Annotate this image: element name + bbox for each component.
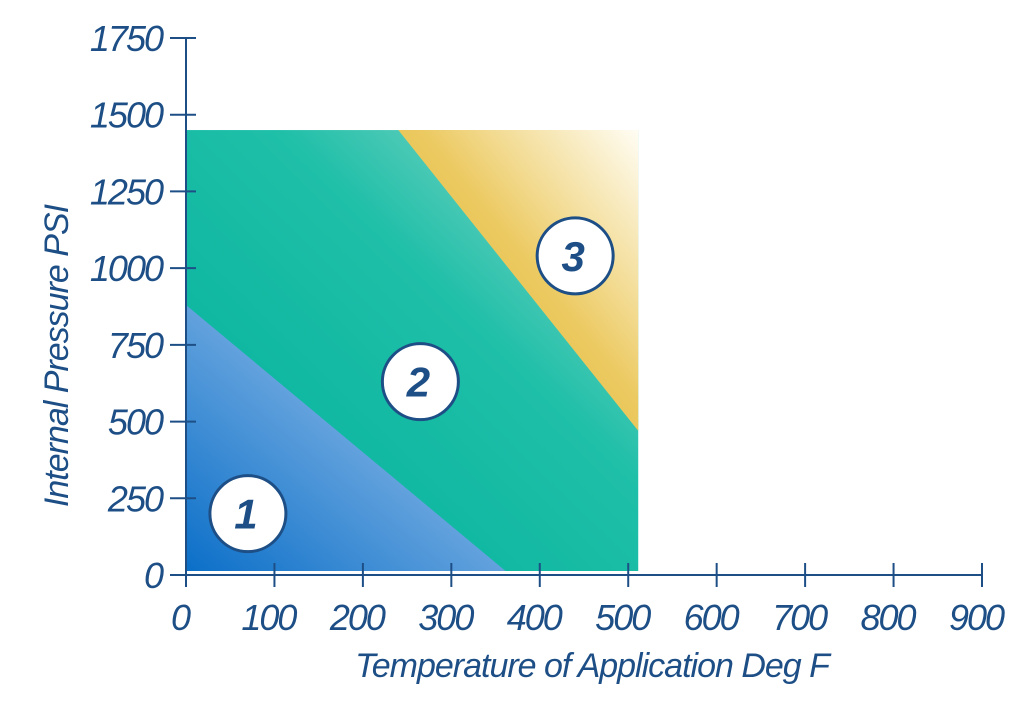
zone-badge-number: 1 (234, 491, 257, 538)
zone-badge-circle (380, 342, 460, 422)
zone-2-badge: 2 (380, 342, 460, 422)
x-tick-label: 800 (861, 597, 917, 638)
y-axis-title: Internal Pressure PSI (38, 203, 76, 507)
zone-3-badge: 3 (535, 216, 615, 296)
x-tick-label: 500 (595, 597, 651, 638)
ticks-layer: 0 100 200 300 400 500 600 700 800 900 0 250 500 750 10… (90, 18, 1007, 638)
zone-badge-number: 3 (561, 233, 584, 280)
zone-badge-circle (535, 216, 615, 296)
y-tick-label: 250 (107, 478, 164, 519)
x-tick-label: 600 (684, 597, 740, 638)
y-tick-label: 1750 (90, 18, 164, 59)
y-tick-label: 0 (144, 555, 164, 596)
axes-layer (185, 38, 982, 576)
y-tick-label: 1250 (90, 171, 164, 212)
x-tick-label: 200 (329, 597, 386, 638)
y-tick-label: 750 (108, 325, 164, 366)
x-tick-label: 400 (507, 597, 563, 638)
y-tick-label: 500 (108, 402, 164, 443)
x-tick-label: 100 (241, 597, 297, 638)
x-axis-title: Temperature of Application Deg F (355, 647, 832, 685)
zone-1-badge: 1 (208, 474, 288, 554)
x-tick-label: 900 (949, 597, 1005, 638)
labels-layer: 1 2 3 (208, 216, 615, 554)
zone-badge-number: 2 (406, 359, 430, 406)
x-tick-label: 0 (171, 597, 191, 638)
x-tick-label: 300 (418, 597, 474, 638)
y-tick-label: 1500 (90, 95, 164, 136)
x-tick-label: 700 (772, 597, 828, 638)
y-tick-label: 1000 (90, 248, 164, 289)
zone-3-area (398, 130, 639, 431)
zone-badge-circle (208, 474, 288, 554)
